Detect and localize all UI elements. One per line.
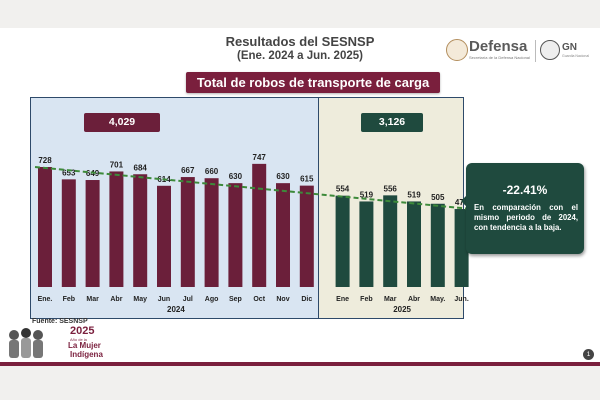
bottom-band <box>0 366 600 400</box>
data-label: 701 <box>110 160 124 169</box>
tick-label: Jun <box>158 296 170 303</box>
bar-2025-Abr <box>407 201 421 287</box>
bar-2024-Ene. <box>38 167 52 287</box>
trend-line <box>34 166 472 211</box>
defensa-logo-name: Defensa <box>469 38 528 55</box>
tick-label: Nov <box>276 296 289 303</box>
slide-subtitle: (Ene. 2024 a Jun. 2025) <box>237 50 363 62</box>
bar-2024-Feb <box>61 179 76 287</box>
tick-label: Abr <box>408 296 420 303</box>
bar-2024-Abr <box>109 171 124 287</box>
data-label: 505 <box>431 193 445 202</box>
data-label: 556 <box>384 184 398 193</box>
bottom-accent-line <box>0 362 600 366</box>
women-logo-small: Año de la <box>70 337 87 342</box>
tick-label: Mar <box>86 296 99 303</box>
data-label: 615 <box>300 175 314 184</box>
bar-2024-May <box>133 174 148 287</box>
data-label: 747 <box>253 153 267 162</box>
women-logo-line2: Indígena <box>70 350 103 359</box>
tick-label: Ene <box>336 296 349 303</box>
tick-label: Oct <box>253 296 265 303</box>
eagle-emblem-icon <box>446 39 468 61</box>
gn-logo: GN Guardia Nacional <box>540 38 590 64</box>
gn-emblem-icon <box>540 40 560 60</box>
tick-label: May <box>133 296 147 303</box>
bar-2024-Sep <box>228 183 243 287</box>
tick-label: Jul <box>183 296 193 303</box>
source-note: Fuente: SESNSP <box>32 318 88 325</box>
summary-text: En comparación con el mismo periodo de 2… <box>474 203 578 232</box>
data-label: 667 <box>181 166 195 175</box>
data-label: 519 <box>360 190 374 199</box>
women-logo-line1: La Mujer <box>68 341 101 350</box>
women-figures-icon <box>9 328 43 358</box>
tick-label: Dic <box>301 296 312 303</box>
top-band <box>0 0 600 28</box>
gn-logo-tagline: Guardia Nacional <box>562 54 590 58</box>
bar-2024-Jun <box>157 185 171 287</box>
defensa-logo-tagline: Secretaría de la Defensa Nacional <box>469 55 530 60</box>
summary-change: -22.41% <box>502 183 548 197</box>
chart-banner: Total de robos de transporte de carga <box>186 72 440 93</box>
total-2025-badge: 3,126 <box>361 113 423 132</box>
bar-2024-Jul <box>180 177 195 287</box>
summary-box: -22.41% En comparación con el mismo peri… <box>466 163 584 254</box>
data-label: 630 <box>276 172 290 181</box>
data-label: 519 <box>407 190 421 199</box>
tick-label: Sep <box>229 296 242 303</box>
tick-label: Jun. <box>454 296 468 303</box>
bar-2024-Mar <box>85 180 100 287</box>
tick-label: Feb <box>360 296 372 303</box>
year-label-2025: 2025 <box>393 305 411 314</box>
gn-logo-name: GN <box>562 42 577 53</box>
year-label-2024: 2024 <box>167 305 185 314</box>
page-number: 1 <box>583 349 594 360</box>
bar-2025-Jun. <box>454 209 469 287</box>
tick-label: Ene. <box>38 296 53 303</box>
bar-2024-Ago <box>204 178 219 287</box>
tick-label: May. <box>430 296 445 303</box>
tick-label: Feb <box>63 296 75 303</box>
defensa-logo: Defensa Secretaría de la Defensa Naciona… <box>446 38 532 62</box>
bar-2025-May. <box>430 203 445 287</box>
bar-2025-Mar <box>383 195 398 287</box>
bar-2024-Nov <box>276 183 290 287</box>
bar-2024-Dic <box>299 185 314 287</box>
tick-label: Mar <box>384 296 397 303</box>
summary-pointer <box>461 195 467 207</box>
data-label: 554 <box>336 185 350 194</box>
year-of-indigenous-women-logo: 2025 Año de la La Mujer Indígena <box>6 324 103 362</box>
bar-2025-Feb <box>359 201 374 287</box>
data-label: 728 <box>38 156 52 165</box>
tick-label: Abr <box>110 296 122 303</box>
women-logo-year: 2025 <box>70 325 95 337</box>
total-2024-badge: 4,029 <box>84 113 160 132</box>
slide-title: Resultados del SESNSP <box>225 34 375 49</box>
bar-2024-Oct <box>252 163 267 287</box>
data-label: 684 <box>134 163 148 172</box>
data-label: 653 <box>62 168 76 177</box>
data-label: 660 <box>205 167 219 176</box>
bar-2025-Ene <box>335 195 350 287</box>
data-label: 630 <box>229 172 243 181</box>
logo-separator <box>535 40 536 62</box>
tick-label: Ago <box>205 296 219 303</box>
